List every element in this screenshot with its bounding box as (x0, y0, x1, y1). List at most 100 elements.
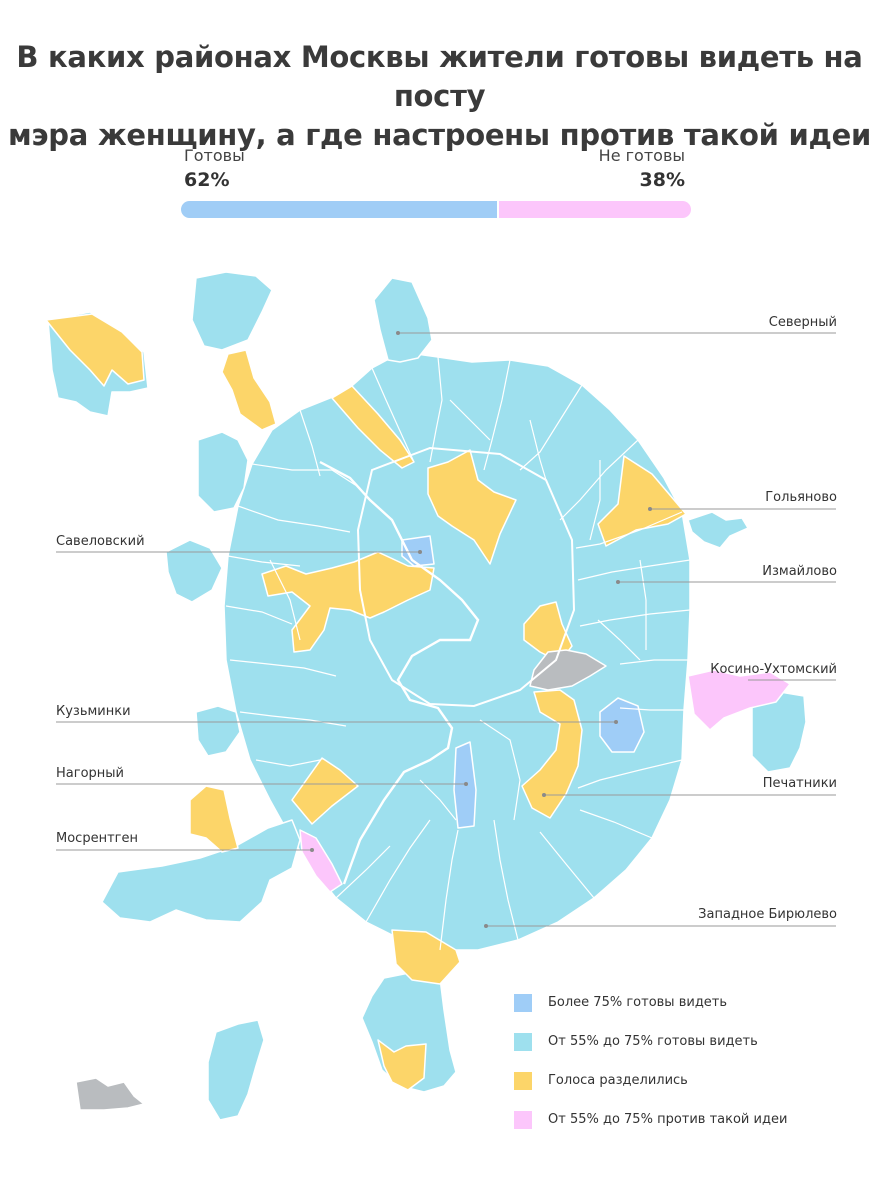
district-birulevo-split (391, 929, 461, 985)
border-28 (597, 619, 641, 661)
callout-savelovsky: Савеловский (56, 534, 145, 549)
district-south-split (377, 1039, 427, 1091)
border-10 (429, 356, 443, 463)
border-16 (579, 609, 691, 627)
border-32 (269, 559, 301, 641)
callout-zapadnoe-biryulevo: Западное Бирюлево (698, 907, 837, 922)
border-27 (419, 779, 457, 821)
callout-kuzminki: Кузьминки (56, 704, 131, 719)
border-31 (529, 419, 547, 481)
border-19 (577, 759, 683, 789)
west-island-2 (195, 705, 241, 757)
border-14 (575, 511, 683, 549)
border-24 (365, 819, 431, 923)
dot-severny (396, 331, 400, 335)
no-value: 38% (639, 169, 685, 191)
severny-area (373, 277, 433, 363)
border-1 (251, 463, 361, 489)
dot-savelovsky (418, 550, 422, 554)
border-33 (639, 559, 647, 650)
west-island-1 (165, 539, 223, 603)
border-11 (483, 359, 511, 471)
dot-birulevo (484, 924, 488, 928)
legend-label-yes-55-75: От 55% до 75% готовы видеть (548, 1034, 758, 1049)
border-5 (229, 659, 337, 677)
legend-swatch-split (514, 1072, 532, 1090)
east-islet (687, 511, 749, 549)
legend-label-against: От 55% до 75% против такой идеи (548, 1112, 788, 1127)
east-island-1 (751, 691, 807, 773)
callout-kosino-ukhtomsky: Косино-Ухтомский (710, 662, 837, 677)
yes-label: Готовы (184, 146, 245, 165)
border-3 (227, 555, 301, 567)
dot-kuzminki (614, 720, 618, 724)
callout-severny: Северный (768, 315, 837, 330)
district-west-split (261, 551, 435, 653)
border-15 (577, 559, 691, 581)
border-26 (479, 719, 521, 821)
south-west-island (207, 1019, 265, 1121)
dot-nagorny (464, 782, 468, 786)
nw-island-2 (197, 431, 249, 513)
district-ostankino-split (427, 449, 517, 565)
nodata-districts (75, 649, 607, 1111)
nw-island-1 (191, 271, 273, 351)
callout-lines (56, 332, 836, 927)
title-line-2: мэра женщину, а где настроены против так… (8, 118, 871, 152)
callout-izmaylovo: Измайлово (762, 564, 837, 579)
summary-bar-no (497, 201, 691, 218)
dot-pechatniki (542, 793, 546, 797)
border-21 (539, 831, 595, 899)
border-7 (255, 759, 321, 767)
callout-mosrentgen: Мосрентген (56, 831, 138, 846)
no-label: Не готовы (598, 146, 685, 165)
legend-swatch-over75 (514, 994, 532, 1012)
border-17 (619, 659, 688, 665)
legend-swatch-against (514, 1111, 532, 1129)
district-far-south-nodata (75, 1077, 145, 1111)
moscow-main-area (223, 351, 691, 951)
border-6 (239, 711, 347, 727)
border-18 (619, 707, 684, 711)
border-29 (589, 460, 601, 541)
yes-value: 62% (184, 169, 230, 191)
title-line-1: В каких районах Москвы жители готовы вид… (16, 40, 863, 113)
border-13 (559, 439, 639, 521)
callout-nagorny: Нагорный (56, 766, 124, 781)
district-sw-split (291, 757, 359, 825)
dot-mosrentgen (310, 848, 314, 852)
border-ring (356, 446, 576, 708)
district-zelenograd-split (45, 313, 145, 387)
map-base (47, 271, 807, 1121)
border-30 (449, 399, 491, 441)
district-kuzminki (599, 697, 645, 753)
legend-label-over75: Более 75% готовы видеть (548, 995, 728, 1010)
border-9 (371, 367, 415, 463)
against-districts (299, 669, 791, 893)
border-23 (439, 829, 459, 951)
border-4 (225, 605, 293, 625)
district-golyanovo (597, 455, 687, 547)
callout-pechatniki: Печатники (762, 776, 837, 791)
district-mosrentgen (299, 829, 343, 893)
district-far-west-split (189, 785, 239, 853)
district-nw-split (221, 349, 277, 431)
border-12 (519, 384, 583, 471)
dot-izmaylovo (616, 580, 620, 584)
dot-golyanovo (648, 507, 652, 511)
district-kosino-ukhtomsky (687, 669, 791, 731)
summary-bar (181, 201, 691, 218)
callout-dots (310, 331, 652, 928)
border-22 (493, 819, 519, 941)
district-borders (225, 356, 691, 951)
legend-label-split: Голоса разделились (548, 1073, 688, 1088)
district-center-nodata (529, 649, 607, 691)
callout-golyanovo: Гольяново (765, 490, 837, 505)
over75-districts (401, 535, 645, 829)
border-2 (237, 505, 351, 533)
border-20 (579, 809, 653, 839)
border-river (319, 460, 480, 885)
summary-bar-yes (181, 201, 498, 218)
border-8 (299, 409, 321, 477)
